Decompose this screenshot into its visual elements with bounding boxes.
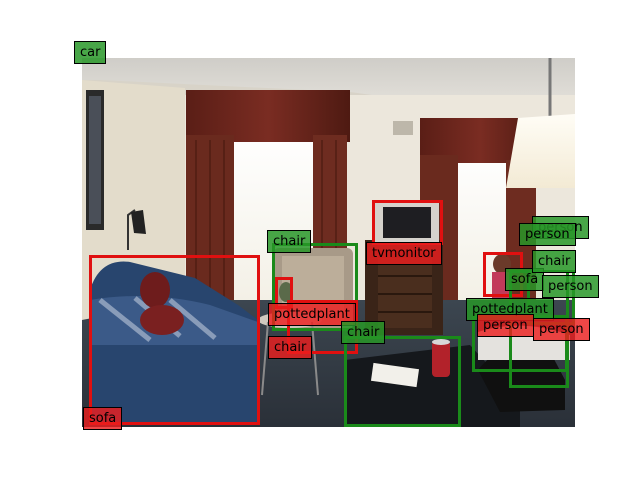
detection-label-sofa: sofa [83, 407, 123, 430]
detection-label-person: person [519, 223, 576, 246]
detection-label-sofa: sofa [505, 268, 545, 291]
detection-label-chair: chair [532, 250, 577, 273]
detection-label-person: person [533, 318, 590, 341]
detection-label-pottedplant: pottedplant [268, 303, 356, 326]
chair-bbox [272, 243, 358, 331]
detection-label-chair: chair [268, 336, 313, 359]
detection-label-chair: chair [267, 230, 312, 253]
sofa-bbox [89, 255, 260, 425]
detection-label-car: car [74, 41, 107, 64]
tvmonitor-bbox [372, 200, 443, 245]
detection-label-chair: chair [341, 321, 386, 344]
detection-label-tvmonitor: tvmonitor [366, 242, 442, 265]
detection-label-person: person [477, 314, 534, 337]
detection-label-person: person [542, 275, 599, 298]
chair-bbox [344, 336, 461, 427]
